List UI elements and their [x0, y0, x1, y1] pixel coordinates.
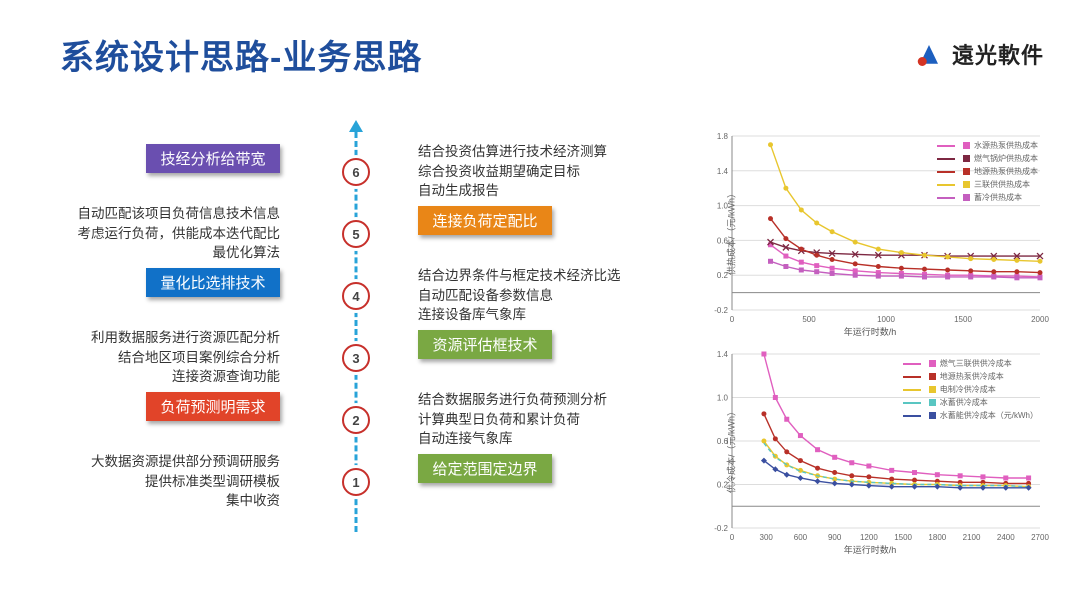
x-axis-label: 年运行时数/h	[844, 325, 897, 338]
svg-text:1800: 1800	[928, 533, 946, 542]
logo-text: 遠光軟件	[952, 38, 1044, 70]
desc-left-3: 利用数据服务进行资源匹配分析 结合地区项目案例综合分析 连接资源查询功能	[60, 328, 280, 387]
pill-left-2: 负荷预测明需求	[146, 392, 280, 421]
timeline-node-5: 5	[342, 220, 370, 248]
svg-text:2700: 2700	[1031, 533, 1049, 542]
pill-right-1: 给定范围定边界	[418, 454, 552, 483]
logo-mark-icon	[914, 39, 944, 69]
step-right-2: 结合数据服务进行负荷预测分析 计算典型日负荷和累计负荷 自动连接气象库	[418, 388, 648, 459]
legend-item: 燃气三联供供冷成本	[903, 358, 1038, 369]
legend-item: 地源热泵供热成本	[937, 166, 1038, 177]
chart-legend: 水源热泵供热成本燃气锅炉供热成本地源热泵供热成本三联供供热成本蓄冷供热成本	[937, 140, 1038, 205]
timeline: 6 5 4 3 2 1	[338, 132, 374, 532]
step-right-3: 资源评估框技术	[418, 326, 648, 363]
svg-text:0: 0	[730, 315, 735, 324]
chart-legend: 燃气三联供供冷成本地源热泵供冷成本电制冷供冷成本冰蓄供冷成本水蓄能供冷成本（元/…	[903, 358, 1038, 423]
step-left-3: 利用数据服务进行资源匹配分析 结合地区项目案例综合分析 连接资源查询功能	[60, 326, 280, 397]
legend-item: 冰蓄供冷成本	[903, 397, 1038, 408]
y-axis-label: 供热成本/（元/kWh）	[725, 189, 738, 275]
timeline-node-6: 6	[342, 158, 370, 186]
x-axis-label: 年运行时数/h	[844, 543, 897, 556]
cool-cost-chart: -0.20.20.61.01.4030060090012001500180021…	[690, 346, 1050, 554]
svg-text:1.0: 1.0	[717, 394, 729, 403]
step-right-5: 连接负荷定配比	[418, 202, 648, 239]
pill-left-4: 量化比选排技术	[146, 268, 280, 297]
desc-left-1: 大数据资源提供部分预调研服务 提供标准类型调研模板 集中收资	[60, 452, 280, 511]
pill-right-5: 连接负荷定配比	[418, 206, 552, 235]
svg-text:1500: 1500	[954, 315, 972, 324]
desc-right-2: 结合数据服务进行负荷预测分析 计算典型日负荷和累计负荷 自动连接气象库	[418, 390, 648, 449]
pill-left-6: 技经分析给带宽	[146, 144, 280, 173]
timeline-node-3: 3	[342, 344, 370, 372]
slide-title: 系统设计思路-业务思路	[60, 30, 422, 79]
svg-text:1.4: 1.4	[717, 350, 729, 359]
svg-text:1500: 1500	[894, 533, 912, 542]
heat-cost-chart: -0.20.20.61.01.41.80500100015002000水源热泵供…	[690, 128, 1050, 336]
svg-text:1000: 1000	[877, 315, 895, 324]
pill-right-3: 资源评估框技术	[418, 330, 552, 359]
desc-right-6: 结合投资估算进行技术经济测算 综合投资收益期望确定目标 自动生成报告	[418, 142, 648, 201]
legend-item: 电制冷供冷成本	[903, 384, 1038, 395]
svg-text:0: 0	[730, 533, 735, 542]
desc-left-5: 自动匹配该项目负荷信息技术信息 考虑运行负荷，供能成本迭代配比 最优化算法	[60, 204, 280, 263]
y-axis-label: 供冷成本/（元/kWh）	[725, 407, 738, 493]
step-left-5: 自动匹配该项目负荷信息技术信息 考虑运行负荷，供能成本迭代配比 最优化算法	[60, 202, 280, 273]
timeline-arrow-icon	[349, 120, 363, 132]
timeline-node-2: 2	[342, 406, 370, 434]
svg-text:2000: 2000	[1031, 315, 1049, 324]
timeline-node-4: 4	[342, 282, 370, 310]
svg-text:-0.2: -0.2	[714, 524, 728, 533]
step-left-6: 技经分析给带宽	[60, 140, 280, 177]
svg-text:500: 500	[802, 315, 816, 324]
legend-item: 地源热泵供冷成本	[903, 371, 1038, 382]
legend-item: 燃气锅炉供热成本	[937, 153, 1038, 164]
svg-text:1.8: 1.8	[717, 132, 729, 141]
svg-text:1200: 1200	[860, 533, 878, 542]
svg-text:300: 300	[760, 533, 774, 542]
svg-text:2400: 2400	[997, 533, 1015, 542]
step-right-6: 结合投资估算进行技术经济测算 综合投资收益期望确定目标 自动生成报告	[418, 140, 648, 211]
legend-item: 水蓄能供冷成本（元/kWh）	[903, 410, 1038, 421]
step-left-1: 大数据资源提供部分预调研服务 提供标准类型调研模板 集中收资	[60, 450, 280, 521]
legend-item: 蓄冷供热成本	[937, 192, 1038, 203]
brand-logo: 遠光軟件	[914, 38, 1044, 70]
legend-item: 水源热泵供热成本	[937, 140, 1038, 151]
step-left-2: 负荷预测明需求	[60, 388, 280, 425]
step-right-1: 给定范围定边界	[418, 450, 648, 487]
desc-right-4: 结合边界条件与框定技术经济比选 自动匹配设备参数信息 连接设备库气象库	[418, 266, 648, 325]
legend-item: 三联供供热成本	[937, 179, 1038, 190]
svg-text:900: 900	[828, 533, 842, 542]
step-left-4: 量化比选排技术	[60, 264, 280, 301]
step-right-4: 结合边界条件与框定技术经济比选 自动匹配设备参数信息 连接设备库气象库	[418, 264, 648, 335]
timeline-node-1: 1	[342, 468, 370, 496]
svg-text:-0.2: -0.2	[714, 306, 728, 315]
svg-text:1.4: 1.4	[717, 167, 729, 176]
svg-text:600: 600	[794, 533, 808, 542]
svg-text:2100: 2100	[963, 533, 981, 542]
